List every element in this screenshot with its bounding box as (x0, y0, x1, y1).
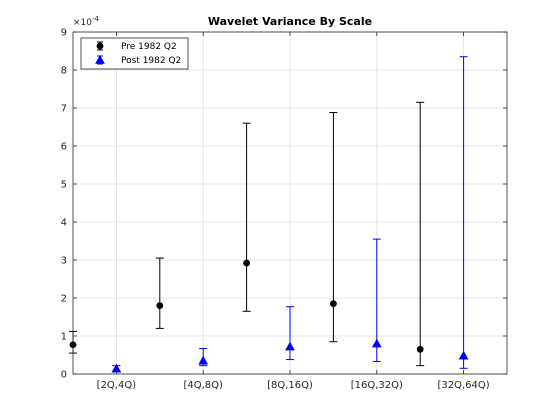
y-tick-label: 9 (61, 28, 67, 39)
y-tick-label: 6 (61, 142, 67, 153)
series-layer (69, 56, 469, 373)
legend-label-pre: Pre 1982 Q2 (121, 42, 177, 52)
data-point (156, 302, 164, 310)
legend-marker (96, 42, 104, 50)
data-point (198, 355, 209, 365)
x-tick-label: [8Q,16Q) (267, 380, 313, 391)
data-point (416, 345, 424, 353)
legend-entries (95, 41, 105, 65)
y-tick-label: 8 (61, 66, 67, 77)
x-tick-label: [2Q,4Q) (97, 380, 137, 391)
y-tick-label: 5 (61, 180, 67, 191)
grid-layer (73, 31, 507, 375)
series-post (111, 56, 469, 373)
data-point (243, 259, 251, 267)
data-point (329, 300, 337, 308)
x-tick-label: [16Q,32Q) (351, 380, 403, 391)
tick-layer (73, 31, 507, 375)
data-point (285, 341, 295, 351)
y-tick-label: 4 (61, 218, 67, 229)
y-tick-label: 1 (61, 332, 67, 343)
y-exponent-label: ×10-4 (73, 15, 100, 28)
label-layer: 0 1 2 3 4 5 6 7 8 9 [2Q,4Q) [4Q,8Q) [8Q,16Q) [16Q,32Q… (61, 28, 490, 392)
x-tick-label: [4Q,8Q) (183, 380, 223, 391)
chart-title: Wavelet Variance By Scale (208, 15, 372, 28)
y-tick-label: 7 (61, 104, 67, 115)
y-tick-label: 0 (61, 370, 67, 381)
series-pre (69, 101, 425, 367)
y-tick-label: 3 (61, 256, 67, 267)
legend-label-post: Post 1982 Q2 (121, 56, 181, 66)
data-point (458, 350, 469, 360)
legend: Pre 1982 Q2 Post 1982 Q2 (80, 37, 189, 70)
x-tick-label: [32Q,64Q) (438, 380, 490, 391)
data-point (371, 338, 382, 348)
y-tick-label: 2 (61, 294, 67, 305)
legend-marker (95, 54, 105, 64)
